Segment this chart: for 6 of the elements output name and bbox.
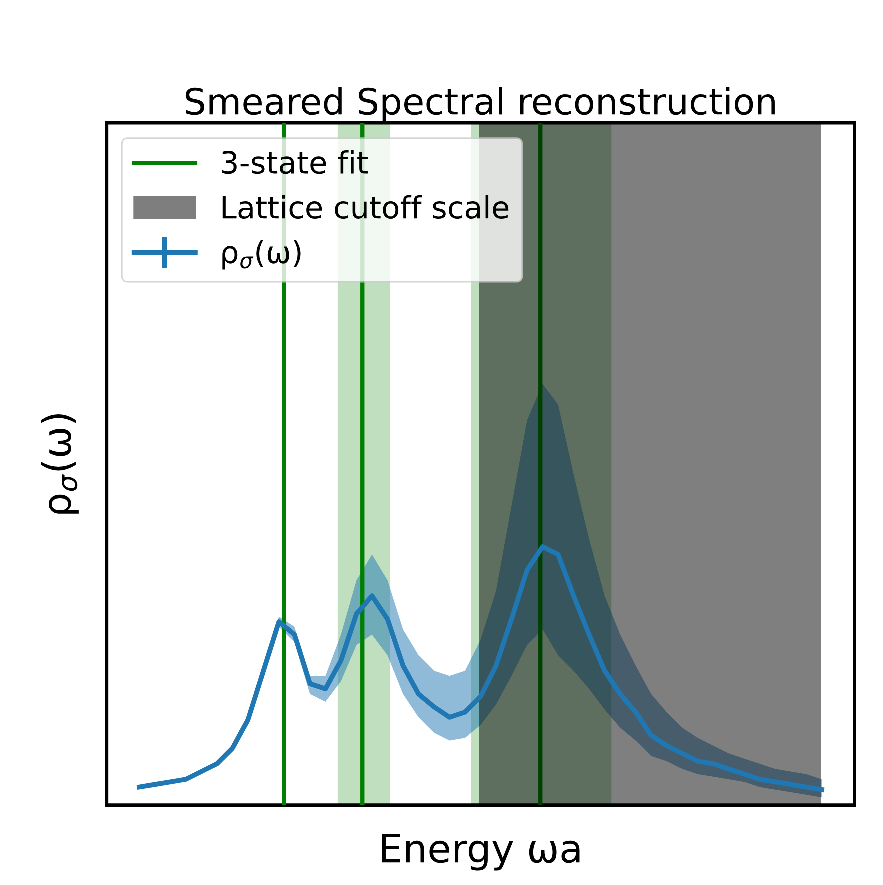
text: Lattice cutoff scale (222, 195, 509, 220)
chart-title: Smeared Spectral reconstruction (186, 87, 775, 122)
x-axis-title: Energy ωa (382, 834, 580, 871)
text: 3-state fit (222, 150, 368, 174)
legend-label: ρ$_{σ}$(ω) (222, 240, 301, 270)
y-axis-title: ρ$_{σ}$(ω) (41, 414, 79, 514)
